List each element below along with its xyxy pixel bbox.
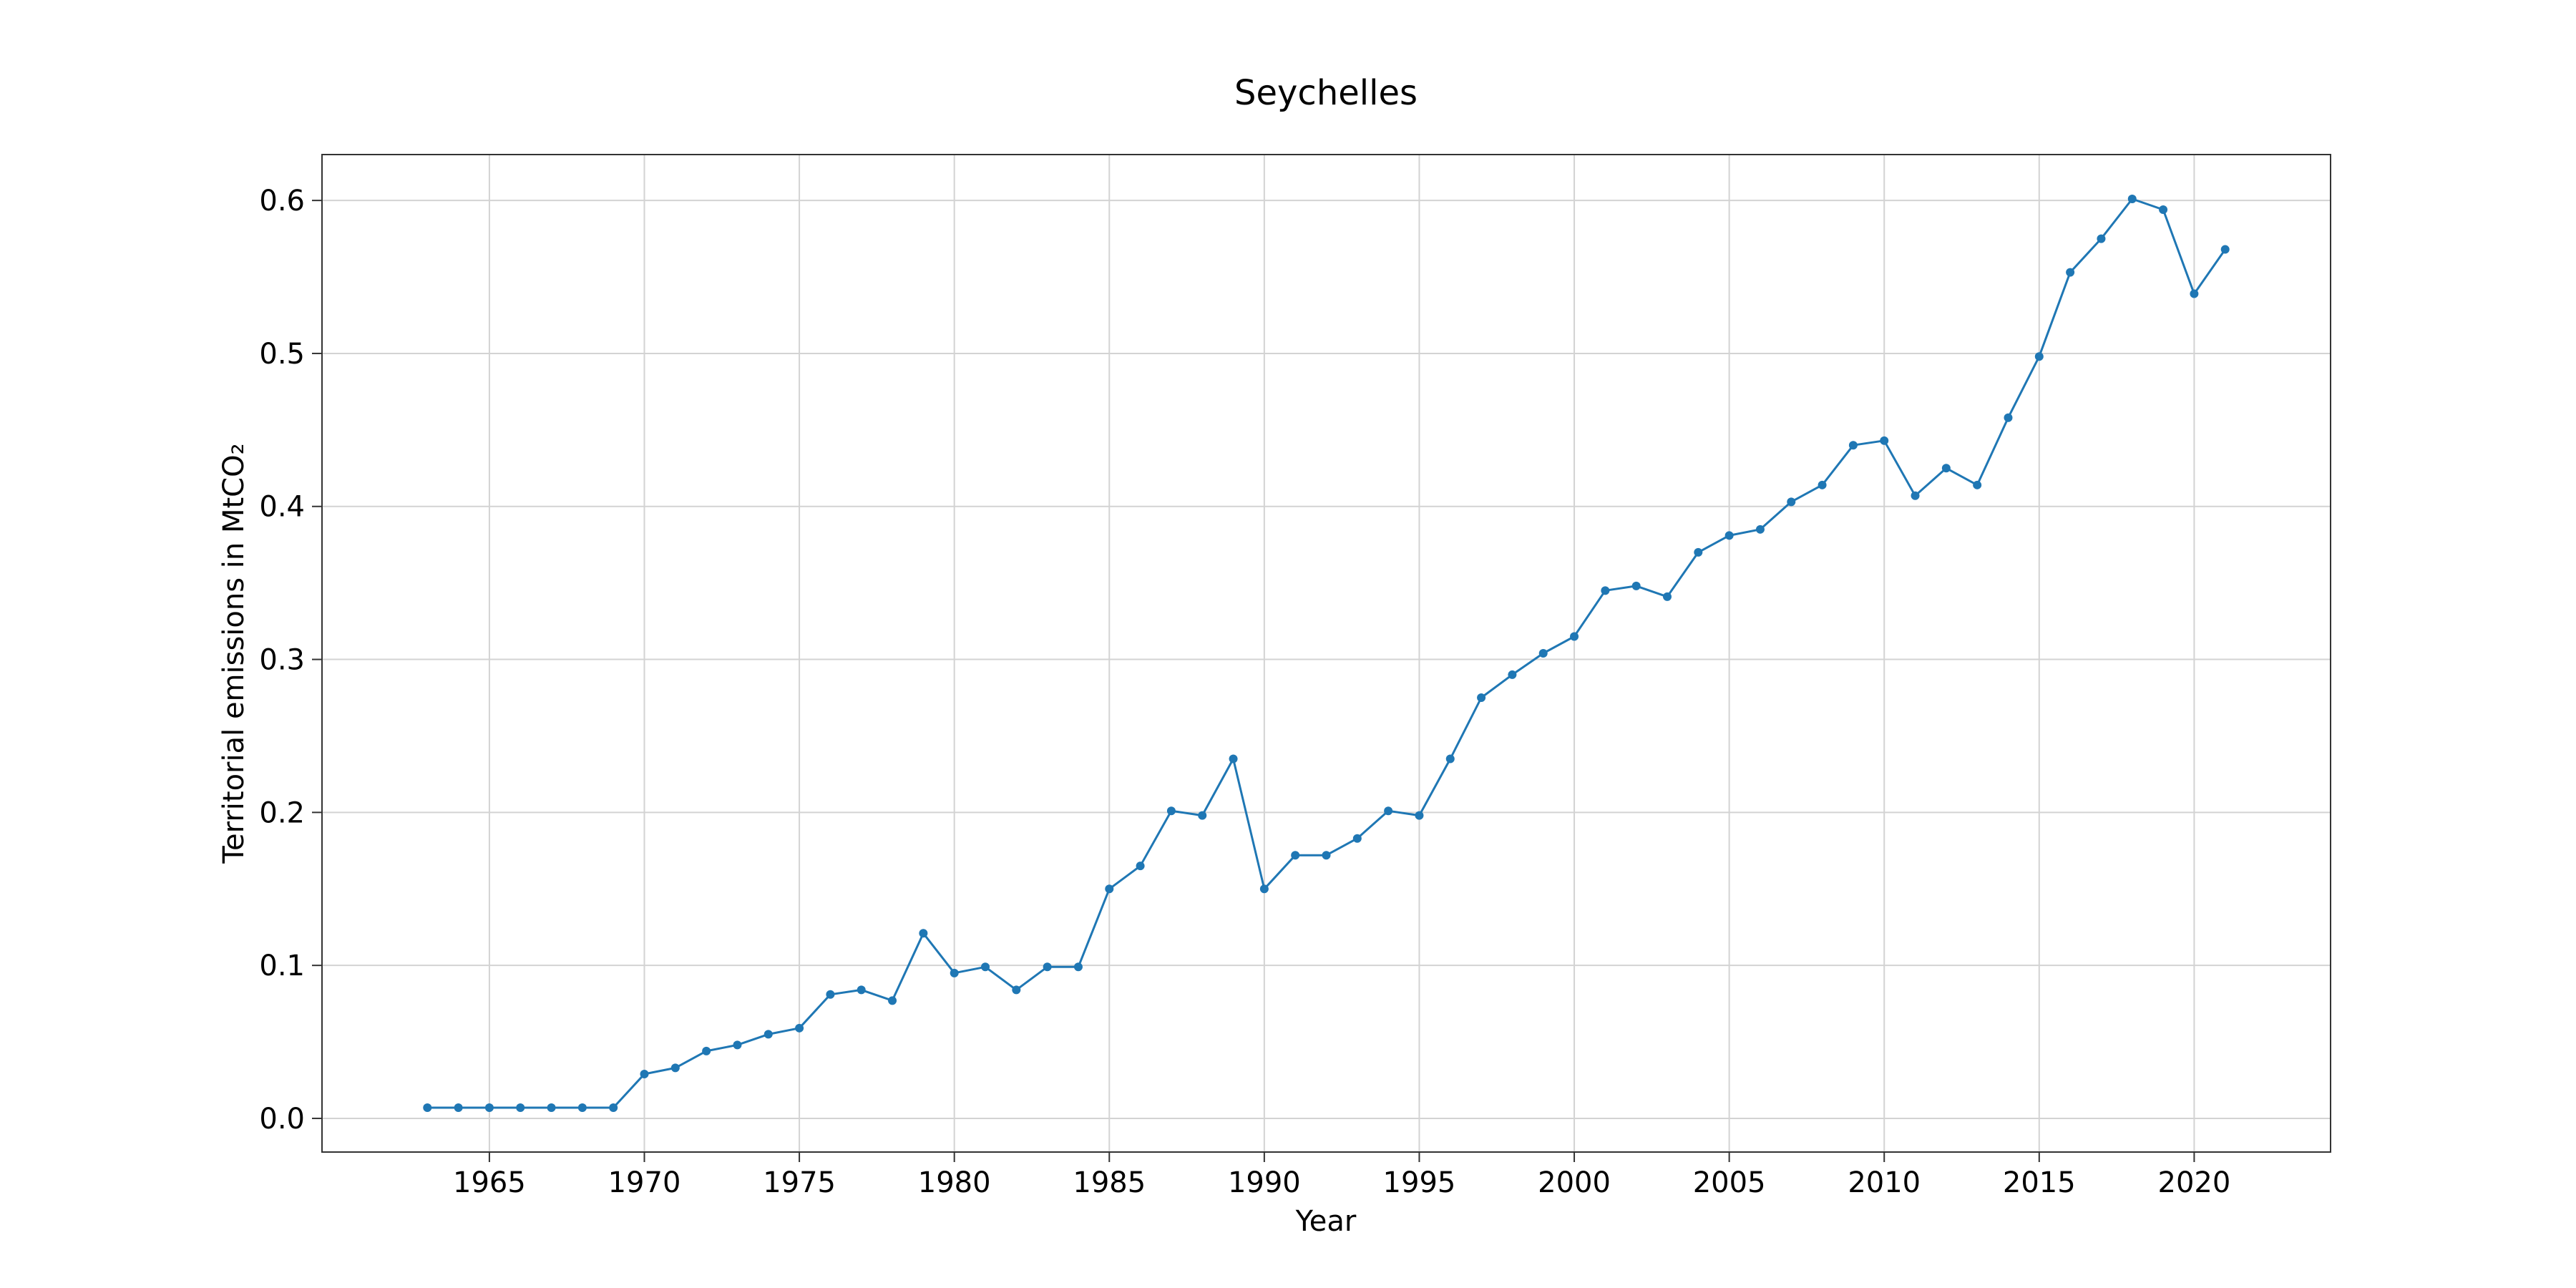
- y-tick-label: 0.4: [259, 491, 305, 524]
- y-tick-label: 0.5: [259, 338, 305, 371]
- data-point: [1694, 547, 1703, 557]
- data-point: [1880, 436, 1889, 445]
- x-tick-label: 2015: [2003, 1166, 2076, 1199]
- data-point: [670, 1063, 680, 1073]
- tick-layer: 1965 1970 1975 1980 1985 1990 1995 2000 2005 2010…: [259, 185, 2230, 1199]
- x-tick-label: 2020: [2158, 1166, 2231, 1199]
- grid-layer: [322, 155, 2331, 1152]
- data-point: [857, 985, 866, 995]
- data-point: [702, 1046, 711, 1055]
- data-point: [1352, 834, 1362, 843]
- x-tick-label: 2010: [1848, 1166, 1921, 1199]
- x-tick-label: 1990: [1228, 1166, 1301, 1199]
- data-point: [1787, 497, 1796, 507]
- data-point: [1166, 806, 1176, 816]
- plot-frame: [321, 154, 2331, 1153]
- data-point: [2190, 289, 2199, 298]
- data-point: [1662, 592, 1672, 601]
- x-tick-label: 1980: [918, 1166, 991, 1199]
- data-point: [547, 1103, 556, 1112]
- x-tick-label: 1965: [453, 1166, 526, 1199]
- data-point: [2034, 352, 2044, 361]
- y-axis-label: Territorial emissions in MtCO₂: [218, 443, 250, 864]
- x-tick-label: 2005: [1693, 1166, 1766, 1199]
- x-tick-label: 1985: [1073, 1166, 1146, 1199]
- data-point: [1755, 525, 1765, 534]
- data-point: [2004, 413, 2013, 422]
- data-point: [1941, 464, 1951, 473]
- data-point: [1538, 649, 1548, 658]
- y-tick-label: 0.6: [259, 185, 305, 218]
- data-point: [1229, 754, 1238, 763]
- data-point: [1631, 581, 1641, 590]
- data-point: [423, 1103, 432, 1112]
- data-point: [1973, 480, 1982, 489]
- data-point: [950, 968, 959, 977]
- data-point: [1105, 884, 1114, 894]
- data-point: [1818, 480, 1827, 489]
- data-point: [1384, 806, 1393, 816]
- data-point: [577, 1103, 587, 1112]
- data-point: [795, 1023, 804, 1033]
- data-point: [1322, 851, 1331, 860]
- data-point: [981, 962, 990, 972]
- data-point: [1012, 985, 1021, 995]
- data-point: [1415, 811, 1424, 820]
- data-point: [1508, 670, 1517, 679]
- x-tick-label: 1995: [1383, 1166, 1456, 1199]
- data-point: [640, 1069, 649, 1078]
- data-point: [1136, 862, 1145, 871]
- data-point: [2066, 268, 2075, 277]
- data-point: [1043, 962, 1052, 972]
- data-point: [1724, 531, 1734, 540]
- data-point: [763, 1030, 773, 1039]
- y-tick-label: 0.2: [259, 796, 305, 829]
- data-point: [1601, 586, 1610, 595]
- data-point: [454, 1103, 463, 1112]
- data-point: [484, 1103, 494, 1112]
- data-point: [888, 996, 897, 1005]
- data-point: [2159, 205, 2168, 214]
- data-point: [919, 929, 928, 938]
- x-tick-label: 1975: [763, 1166, 836, 1199]
- y-tick-label: 0.3: [259, 644, 305, 677]
- data-point: [2127, 195, 2137, 204]
- data-point: [516, 1103, 525, 1112]
- series-layer: [423, 195, 2230, 1112]
- data-point: [1570, 632, 1579, 641]
- data-point: [1911, 491, 1920, 500]
- y-tick-label: 0.1: [259, 950, 305, 982]
- y-tick-label: 0.0: [259, 1103, 305, 1136]
- data-point: [2220, 245, 2230, 254]
- data-point: [2097, 234, 2106, 243]
- x-tick-label: 1970: [608, 1166, 681, 1199]
- x-axis-label: Year: [1295, 1205, 1357, 1238]
- data-point: [1445, 754, 1455, 763]
- data-point: [609, 1103, 618, 1112]
- data-point: [1848, 441, 1858, 450]
- chart-title: Seychelles: [1234, 73, 1418, 113]
- data-point: [1259, 884, 1269, 894]
- data-point: [1291, 851, 1300, 860]
- data-point: [826, 990, 835, 999]
- x-tick-label: 2000: [1538, 1166, 1611, 1199]
- data-point: [1477, 693, 1486, 703]
- data-point: [1198, 811, 1207, 820]
- data-point: [1073, 962, 1083, 972]
- data-point: [733, 1040, 742, 1050]
